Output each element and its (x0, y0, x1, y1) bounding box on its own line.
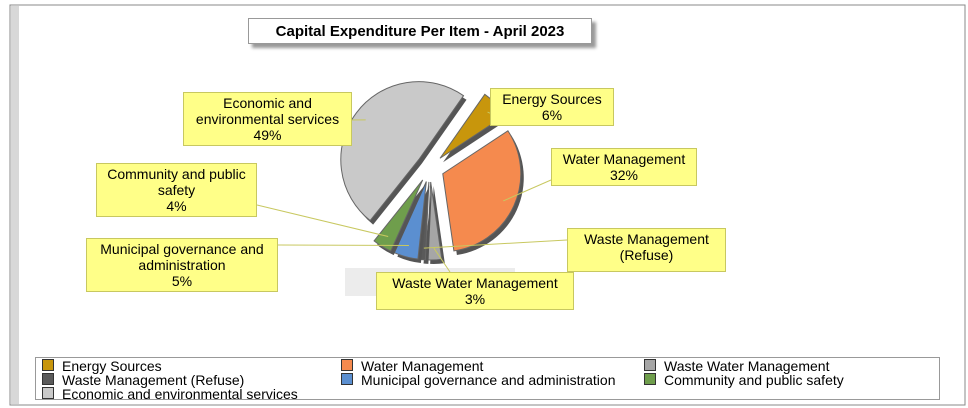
pie-slice (442, 130, 522, 252)
legend-label: Economic and environmental services (62, 386, 298, 402)
legend: Energy Sources Water Management Waste Wate… (35, 357, 940, 401)
legend-item: Water Management (341, 359, 483, 373)
label-value: 3% (464, 291, 486, 307)
leader-line (433, 247, 451, 273)
leader-line (423, 239, 568, 249)
legend-swatch (42, 359, 54, 371)
side-strip (11, 6, 19, 404)
label-category: Waste Water Management (392, 275, 558, 291)
legend-item: Community and public safety (644, 373, 844, 387)
pie-slice (340, 81, 465, 222)
label-category: Waste Management (Refuse) (584, 231, 709, 263)
data-label: Economic and environmental services 49% (183, 92, 352, 146)
data-label: Water Management 32% (551, 148, 697, 186)
label-value: 4% (166, 198, 187, 214)
label-category: Economic and environmental services (195, 95, 340, 127)
legend-item: Economic and environmental services (42, 387, 298, 401)
legend-item: Energy Sources (42, 359, 162, 373)
legend-label: Community and public safety (664, 372, 844, 388)
legend-swatch (644, 359, 656, 371)
label-category: Community and public safety (107, 166, 246, 198)
label-category: Water Management (562, 151, 686, 167)
label-value: 5% (171, 273, 193, 289)
legend-item: Municipal governance and administration (341, 373, 615, 387)
data-label: Community and public safety 4% (96, 163, 257, 217)
legend-swatch (42, 387, 54, 399)
legend-swatch (42, 373, 54, 385)
data-label: Waste Water Management 3% (376, 272, 574, 310)
legend-swatch (341, 359, 353, 371)
chart-title: Capital Expenditure Per Item - April 202… (248, 18, 592, 44)
label-value: 32% (609, 167, 639, 183)
legend-swatch (341, 373, 353, 385)
label-category: Energy Sources (502, 91, 602, 107)
data-label: Municipal governance and administration 5… (86, 238, 278, 292)
label-value: 49% (253, 127, 282, 143)
leader-line (503, 179, 552, 202)
legend-item: Waste Management (Refuse) (42, 373, 244, 387)
data-label: Waste Management (Refuse) (567, 228, 726, 272)
label-value: 6% (541, 107, 563, 123)
legend-label: Waste Management (Refuse) (62, 372, 245, 388)
legend-label: Waste Water Management (664, 358, 830, 374)
label-category: Municipal governance and administration (100, 241, 264, 273)
legend-label: Energy Sources (62, 358, 162, 374)
legend-swatch (644, 373, 656, 385)
leader-line (256, 204, 389, 238)
legend-label: Water Management (361, 358, 484, 374)
pie-slice (373, 179, 424, 252)
legend-label: Municipal governance and administration (361, 372, 616, 388)
legend-item: Waste Water Management (644, 359, 829, 373)
data-label: Energy Sources 6% (490, 88, 614, 126)
